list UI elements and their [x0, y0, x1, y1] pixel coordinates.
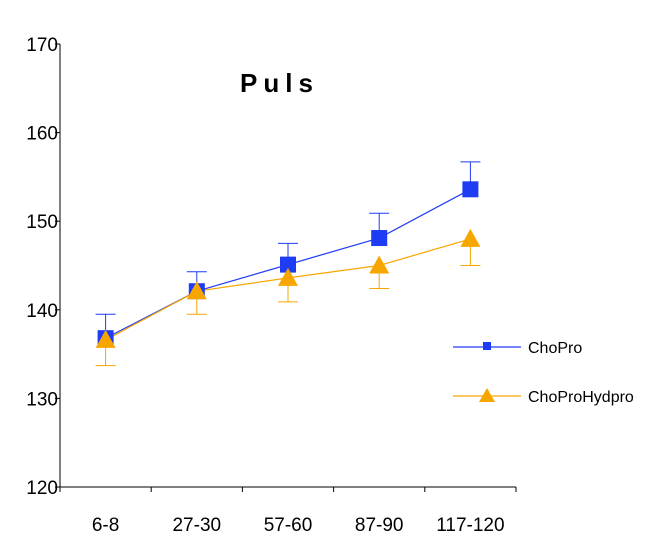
x-tick-label: 117-120 [436, 515, 504, 535]
series-0 [95, 161, 481, 339]
y-tick-label: 160 [26, 124, 58, 145]
y-tick-label: 170 [26, 35, 58, 56]
y-tick-label: 130 [26, 389, 58, 410]
data-point [460, 228, 481, 247]
chart-title: Puls [240, 68, 319, 98]
x-tick-label: 27-30 [172, 515, 221, 535]
legend-marker [479, 388, 495, 402]
legend-label: ChoProHydpro [528, 389, 634, 406]
data-point [462, 181, 479, 198]
data-point [369, 255, 390, 274]
data-point [95, 329, 116, 348]
data-point [278, 267, 298, 286]
data-point [371, 230, 388, 247]
x-tick-label: 57-60 [264, 515, 313, 535]
x-tick-label: 87-90 [355, 515, 404, 535]
legend-item-0: ChoPro [453, 340, 582, 357]
axes: 120 130 140 150 160 170 6-8 27-30 57-60 87-90 117-… [26, 35, 517, 535]
y-tick-label: 150 [26, 212, 58, 233]
legend: ChoPro ChoProHydpro [453, 340, 634, 406]
series-layer [95, 161, 481, 367]
data-point [186, 281, 207, 300]
y-tick-label: 120 [26, 478, 58, 499]
data-point [280, 256, 296, 273]
legend-marker [483, 342, 491, 350]
legend-item-1: ChoProHydpro [453, 388, 634, 406]
y-tick-label: 140 [26, 301, 58, 322]
legend-label: ChoPro [528, 340, 582, 357]
series-markers-0 [97, 181, 479, 347]
series-markers-1 [95, 228, 481, 348]
x-tick-label: 6-8 [92, 515, 119, 535]
